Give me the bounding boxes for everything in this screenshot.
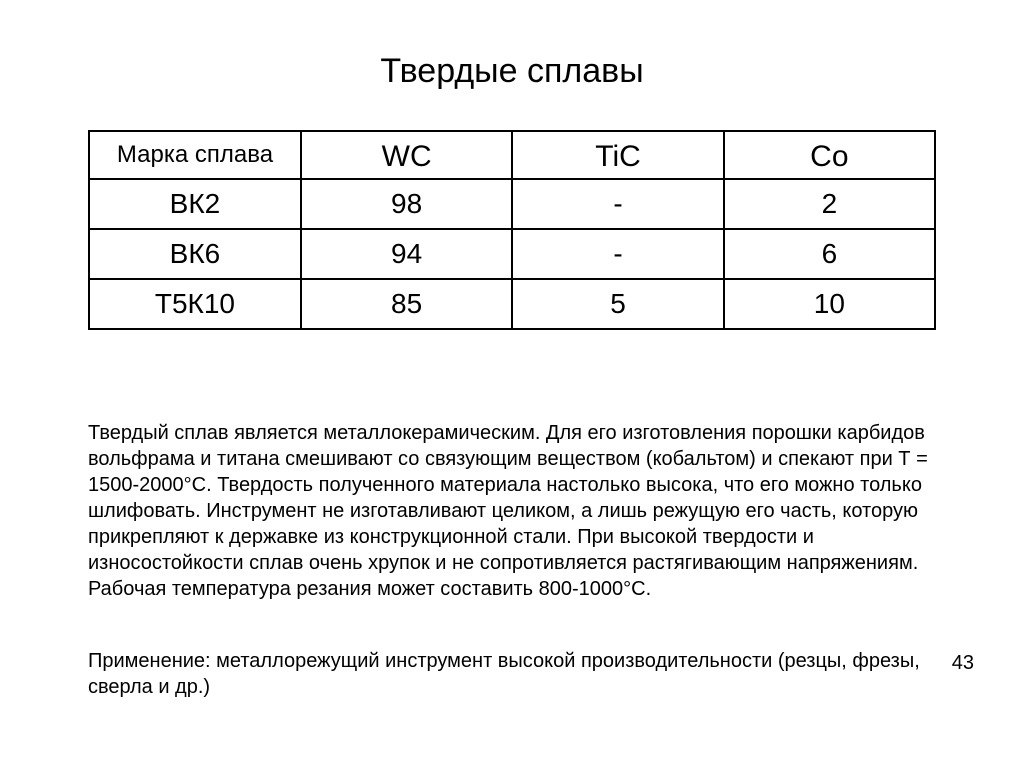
cell-grade: ВК6 [89,229,301,279]
description-paragraph-2: Применение: металлорежущий инструмент вы… [88,648,938,700]
slide-title: Твердые сплавы [0,52,1024,91]
cell-wc: 94 [301,229,512,279]
cell-tic: - [512,229,723,279]
description-paragraph-1: Твердый сплав является металлокерамическ… [88,420,938,602]
cell-grade: Т5К10 [89,279,301,329]
col-header-wc: WC [301,131,512,179]
table-row: ВК2 98 - 2 [89,179,935,229]
alloy-table: Марка сплава WC TiC Co ВК2 98 - 2 ВК6 94… [88,130,936,330]
slide-container: Твердые сплавы Марка сплава WC TiC Co ВК… [0,0,1024,768]
col-header-co: Co [724,131,935,179]
cell-grade: ВК2 [89,179,301,229]
cell-wc: 85 [301,279,512,329]
table-row: ВК6 94 - 6 [89,229,935,279]
col-header-tic: TiC [512,131,723,179]
cell-tic: 5 [512,279,723,329]
col-header-grade: Марка сплава [89,131,301,179]
cell-co: 2 [724,179,935,229]
page-number: 43 [952,652,974,675]
cell-wc: 98 [301,179,512,229]
table-row: Т5К10 85 5 10 [89,279,935,329]
table-header-row: Марка сплава WC TiC Co [89,131,935,179]
cell-co: 10 [724,279,935,329]
cell-tic: - [512,179,723,229]
cell-co: 6 [724,229,935,279]
